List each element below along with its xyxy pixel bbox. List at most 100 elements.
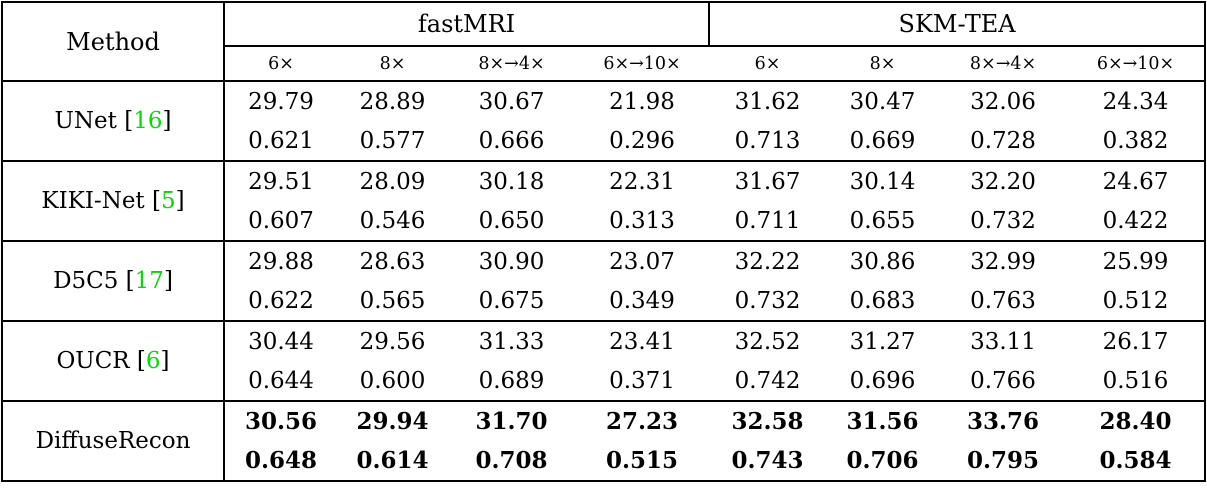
- ssim-value: 0.607: [248, 207, 314, 234]
- citation-bracket: [: [116, 108, 134, 134]
- citation-link[interactable]: 16: [133, 108, 163, 134]
- method-cell: D5C5 [17]: [2, 240, 225, 321]
- ssim-value: 0.766: [970, 367, 1036, 394]
- ssim-value: 0.669: [849, 127, 916, 154]
- psnr-value: 32.99: [939, 240, 1068, 281]
- psnr-value: 22.31: [575, 160, 710, 201]
- psnr-value: 24.67: [1067, 160, 1206, 201]
- ssim-value: 0.584: [1099, 447, 1172, 474]
- citation-link[interactable]: 17: [134, 268, 164, 294]
- psnr-value: 32.22: [709, 240, 827, 281]
- psnr-value: 29.51: [224, 160, 337, 201]
- ssim-value: 0.371: [609, 367, 675, 394]
- psnr-value: 23.41: [575, 320, 710, 361]
- psnr-value: 31.62: [709, 80, 827, 121]
- ssim-value: 0.313: [609, 207, 675, 234]
- ssim-value: 0.577: [359, 127, 426, 154]
- citation-bracket: [: [144, 188, 161, 214]
- ssim-value: 0.795: [967, 447, 1040, 474]
- psnr-value: 21.98: [575, 80, 710, 121]
- ssim-value: 0.512: [1102, 287, 1169, 314]
- subcol-header-fastmri-0: 6×: [224, 46, 337, 82]
- citation-bracket: ]: [163, 268, 173, 294]
- psnr-value: 31.33: [448, 320, 575, 361]
- citation-bracket: [: [118, 268, 135, 294]
- citation-bracket: [: [129, 348, 146, 374]
- psnr-value: 28.40: [1067, 400, 1206, 441]
- ssim-value: 0.655: [849, 207, 916, 234]
- psnr-value: 31.70: [448, 400, 575, 441]
- subcol-header-fastmri-2: 8×→4×: [448, 46, 575, 82]
- ssim-value: 0.696: [849, 367, 916, 394]
- ssim-value: 0.763: [970, 287, 1036, 314]
- ssim-value: 0.515: [606, 447, 679, 474]
- ssim-value: 0.422: [1102, 207, 1169, 234]
- psnr-value: 30.90: [448, 240, 575, 281]
- psnr-value: 32.52: [709, 320, 827, 361]
- ssim-value: 0.732: [970, 207, 1036, 234]
- ssim-value: 0.675: [478, 287, 545, 314]
- method-cell: OUCR [6]: [2, 320, 225, 401]
- ssim-value: 0.546: [359, 207, 426, 234]
- group-header-skm-tea: SKM-TEA: [709, 2, 1206, 47]
- ssim-value: 0.743: [731, 447, 804, 474]
- psnr-value: 31.27: [826, 320, 940, 361]
- subcol-header-skm-tea-2: 8×→4×: [939, 46, 1068, 82]
- method-column-header: Method: [2, 2, 225, 82]
- citation-link[interactable]: 5: [160, 188, 176, 214]
- method-name: D5C5: [53, 268, 119, 294]
- method-name: DiffuseRecon: [35, 428, 191, 454]
- ssim-value: 0.565: [359, 287, 426, 314]
- ssim-value: 0.382: [1102, 127, 1169, 154]
- psnr-value: 27.23: [575, 400, 710, 441]
- psnr-value: 23.07: [575, 240, 710, 281]
- psnr-value: 29.88: [224, 240, 337, 281]
- psnr-value: 31.67: [709, 160, 827, 201]
- psnr-value: 28.63: [337, 240, 448, 281]
- psnr-value: 32.06: [939, 80, 1068, 121]
- method-cell: DiffuseRecon: [2, 400, 225, 481]
- psnr-value: 30.14: [826, 160, 940, 201]
- subcol-header-skm-tea-3: 6×→10×: [1067, 46, 1206, 82]
- psnr-value: 33.11: [939, 320, 1068, 361]
- method-name: UNet: [54, 108, 117, 134]
- subcol-header-skm-tea-1: 8×: [826, 46, 940, 82]
- citation-bracket: ]: [162, 108, 172, 134]
- group-header-fastmri: fastMRI: [224, 2, 711, 47]
- psnr-value: 29.94: [337, 400, 448, 441]
- ssim-value: 0.614: [356, 447, 429, 474]
- method-name: OUCR: [56, 348, 130, 374]
- psnr-value: 30.18: [448, 160, 575, 201]
- psnr-value: 28.89: [337, 80, 448, 121]
- ssim-value: 0.689: [478, 367, 545, 394]
- psnr-value: 30.47: [826, 80, 940, 121]
- ssim-value: 0.296: [609, 127, 675, 154]
- method-cell: KIKI-Net [5]: [2, 160, 225, 241]
- citation-link[interactable]: 6: [145, 348, 161, 374]
- ssim-value: 0.706: [846, 447, 919, 474]
- subcol-header-fastmri-1: 8×: [337, 46, 448, 82]
- ssim-value: 0.708: [475, 447, 548, 474]
- psnr-value: 30.44: [224, 320, 337, 361]
- psnr-value: 24.34: [1067, 80, 1206, 121]
- psnr-value: 32.20: [939, 160, 1068, 201]
- ssim-value: 0.621: [248, 127, 314, 154]
- ssim-value: 0.622: [248, 287, 314, 314]
- psnr-value: 29.79: [224, 80, 337, 121]
- psnr-value: 30.86: [826, 240, 940, 281]
- acceleration-subheader-row: 6× 8× 8×→4× 6×→10× 6× 8× 8×→4× 6×→10×: [2, 46, 1206, 82]
- ssim-value: 0.742: [734, 367, 801, 394]
- ssim-value: 0.516: [1102, 367, 1169, 394]
- subcol-header-skm-tea-0: 6×: [709, 46, 827, 82]
- ssim-value: 0.713: [734, 127, 801, 154]
- ssim-value: 0.648: [244, 447, 318, 474]
- ssim-value: 0.683: [849, 287, 916, 314]
- subcol-header-fastmri-3: 6×→10×: [575, 46, 710, 82]
- psnr-value: 28.09: [337, 160, 448, 201]
- ssim-value: 0.644: [248, 367, 314, 394]
- psnr-value: 32.58: [709, 400, 827, 441]
- ssim-value: 0.650: [478, 207, 545, 234]
- ssim-value: 0.732: [734, 287, 801, 314]
